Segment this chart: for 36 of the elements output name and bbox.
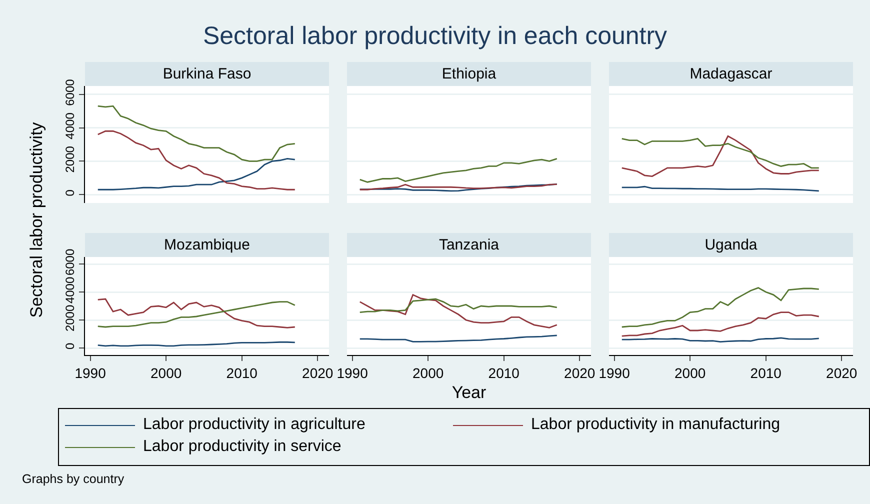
legend-label: Labor productivity in service xyxy=(143,438,342,456)
x-tick-label: 1990 xyxy=(598,364,630,381)
line-series xyxy=(97,105,296,162)
y-tick-label: 2000 xyxy=(63,304,78,332)
legend-label: Labor productivity in agriculture xyxy=(143,416,366,434)
x-tick-label: 2020 xyxy=(826,364,858,381)
x-tick-label: 2000 xyxy=(412,364,444,381)
chart-title: Ethiopia xyxy=(442,65,497,82)
y-tick-label: 4000 xyxy=(63,276,78,304)
line-series xyxy=(97,158,296,190)
chart-title: Madagascar xyxy=(690,65,772,82)
y-tick-label: 4000 xyxy=(63,112,78,140)
chart-title: Tanzania xyxy=(438,236,500,254)
y-axis-title: Sectoral labor productivity xyxy=(27,121,47,320)
text: Graphs by country xyxy=(22,472,124,486)
y-tick-label: 2000 xyxy=(63,146,78,173)
line-series xyxy=(97,130,296,190)
chart-title: Burkina Faso xyxy=(162,65,252,82)
x-tick-label: 2020 xyxy=(564,364,596,381)
y-tick-label: 6000 xyxy=(63,248,78,276)
x-tick-label: 2010 xyxy=(750,364,782,381)
x-tick-label: 1990 xyxy=(336,364,368,381)
chart-title: Uganda xyxy=(704,236,758,254)
x-axis-title: Year xyxy=(450,383,488,403)
legend-label: Labor productivity in manufacturing xyxy=(531,416,780,434)
text: Sectoral labor productivity in each country xyxy=(202,22,668,51)
x-tick-label: 2010 xyxy=(488,364,520,381)
x-tick-label: 2020 xyxy=(302,364,334,381)
x-tick-label: 2010 xyxy=(226,364,258,381)
y-tick-label: 6000 xyxy=(63,78,78,106)
y-tick-label: 0 xyxy=(63,189,78,196)
x-tick-label: 1990 xyxy=(74,364,106,381)
x-tick-label: 2000 xyxy=(150,364,182,381)
x-tick-label: 2000 xyxy=(674,364,706,381)
chart-title: Mozambique xyxy=(164,236,250,254)
y-tick-label: 0 xyxy=(63,342,78,350)
